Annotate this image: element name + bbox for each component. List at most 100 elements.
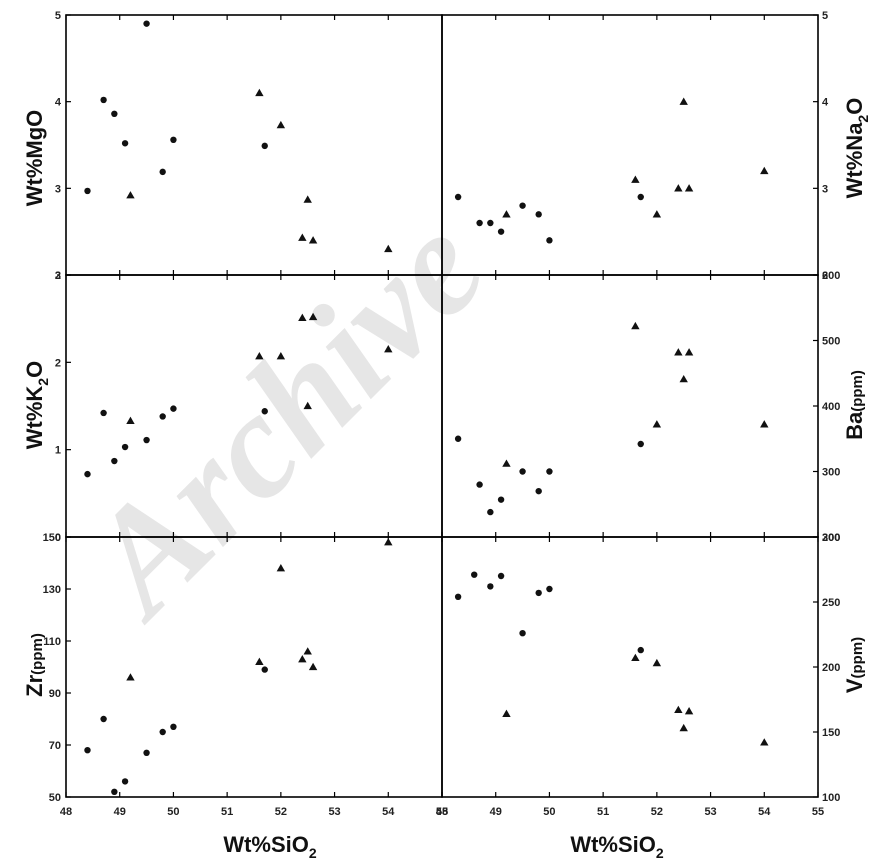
panels-group: 2345234501232003004005006005070901101301… [43,10,841,818]
point-circle-ba [546,468,553,475]
xtick-label: 55 [436,806,448,818]
watermark: Archive [50,184,515,649]
ylabel-na2o-sub: 2 [855,115,871,123]
ylabel-na2o-unit: O [842,98,867,115]
xlabel-left-sub: 2 [309,845,317,861]
point-triangle-v [631,653,640,662]
point-circle-k2o [111,457,118,465]
ytick-label-na2o: 5 [822,10,828,22]
point-triangle-mgo [298,233,307,241]
xtick-label: 51 [597,806,609,818]
point-circle-v [546,585,553,593]
ytick-label-zr: 70 [49,740,61,752]
point-circle-ba [454,435,462,442]
point-triangle-mgo [255,88,264,97]
ylabel-v-main: V [842,678,867,693]
point-circle-k2o [170,405,177,412]
ylabel-v-unit: (ppm) [849,637,866,679]
point-triangle-v [760,738,769,746]
point-circle-na2o [454,193,462,201]
ytick-label-mgo: 3 [55,183,61,195]
point-triangle-ba [652,420,662,428]
point-triangle-zr [276,564,286,572]
point-circle-k2o [261,408,268,415]
point-triangle-mgo [308,236,318,244]
point-circle-na2o [476,219,483,227]
point-triangle-k2o [303,401,312,410]
panel-frame-na2o [441,14,819,276]
ytick-label-v: 300 [822,532,840,544]
point-circle-mgo [261,142,268,150]
point-triangle-k2o [384,345,393,353]
ytick-label-v: 100 [822,792,840,804]
xtick-label: 53 [328,806,340,818]
ytick-label-ba: 200 [822,532,840,544]
point-triangle-v [679,723,688,732]
ylabel-k2o-main: Wt%K [22,386,47,450]
point-triangle-mgo [303,195,312,203]
ylabel-na2o-main: Wt%Na [842,122,867,199]
ylabel-ba: Ba(ppm) [842,370,867,440]
xtick-label: 55 [812,806,824,818]
ylabel-zr-main: Zr [22,674,47,696]
xlabel-right-main: Wt%SiO [570,832,656,857]
point-circle-zr [84,747,91,754]
ytick-label-ba: 600 [822,270,840,282]
ylabel-na2o: Wt%Na2O [842,98,871,199]
ytick-label-k2o: 0 [55,532,61,544]
point-triangle-na2o [679,97,688,105]
point-circle-ba [535,487,542,495]
point-triangle-mgo [126,191,135,199]
point-triangle-zr [255,657,264,665]
point-triangle-ba [502,459,511,467]
point-circle-k2o [143,436,150,444]
point-triangle-v [674,705,683,714]
point-triangle-v [652,658,662,667]
ylabel-k2o-sub: 2 [35,378,51,386]
point-circle-mgo [100,96,107,104]
ytick-label-zr: 130 [43,584,61,596]
ylabel-ba-main: Ba [842,411,867,440]
point-circle-ba [519,468,526,475]
ytick-label-v: 150 [822,727,840,739]
xlabel-right-sub: 2 [656,845,664,861]
point-triangle-na2o [652,210,662,218]
point-circle-mgo [84,187,91,195]
point-circle-zr [170,723,177,730]
ylabel-k2o: Wt%K2O [22,361,51,449]
ytick-label-v: 250 [822,597,840,609]
xtick-label: 52 [275,806,287,818]
point-triangle-ba [684,348,694,356]
ytick-label-zr: 150 [43,532,61,544]
point-circle-na2o [546,237,553,244]
ylabel-zr-unit: (ppm) [29,633,46,675]
point-circle-na2o [497,228,505,235]
ylabel-ba-unit: (ppm) [849,370,866,412]
ytick-label-zr: 110 [43,636,61,648]
point-circle-v [487,583,494,590]
ylabel-mgo: Wt%MgO [22,110,47,207]
point-triangle-v [684,707,694,715]
point-triangle-zr [126,673,135,681]
xtick-label: 50 [167,806,179,818]
xtick-label: 48 [60,806,72,818]
point-triangle-k2o [255,352,264,360]
point-circle-ba [637,440,644,448]
point-circle-zr [261,666,268,673]
point-triangle-na2o [674,184,683,192]
point-circle-v [497,572,505,580]
point-circle-v [471,571,478,578]
point-triangle-ba [760,420,769,428]
point-triangle-na2o [760,166,769,175]
point-circle-mgo [170,136,177,143]
point-circle-mgo [111,110,118,118]
xtick-label: 49 [490,806,502,818]
point-circle-ba [497,496,505,503]
point-circle-zr [159,728,166,736]
ytick-label-mgo: 4 [55,97,62,109]
point-circle-mgo [143,20,150,27]
ytick-label-na2o: 3 [822,183,828,195]
ytick-label-na2o: 4 [822,97,829,109]
point-circle-v [454,593,462,600]
